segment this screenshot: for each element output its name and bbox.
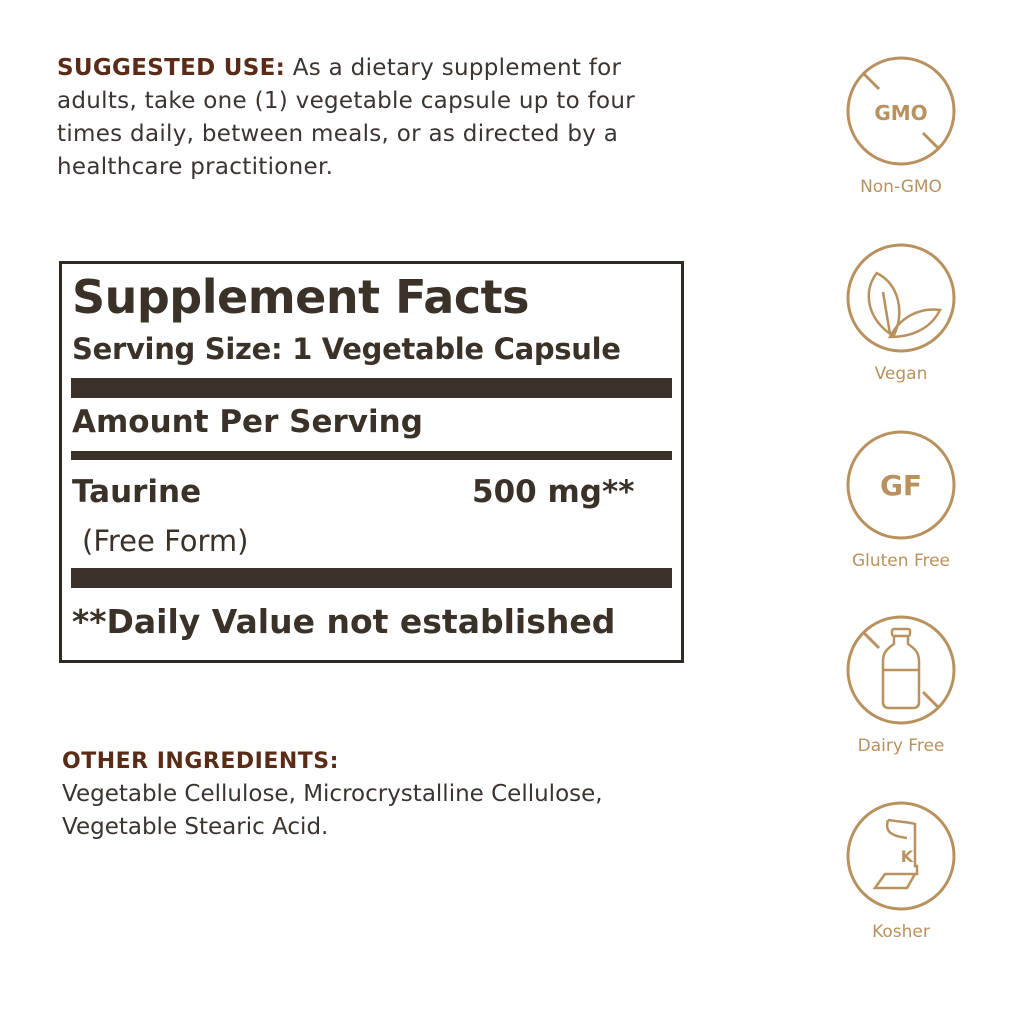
no-milk-bottle-icon: [846, 615, 956, 725]
no-gmo-icon: GMO: [846, 56, 956, 166]
other-ingredients-line: Vegetable Cellulose, Microcrystalline Ce…: [62, 781, 603, 807]
badge-kosher: K Kosher: [845, 800, 957, 942]
suggested-use-text: As a dietary supplement for adults, take…: [57, 55, 635, 180]
badge-gluten-free: GF Gluten Free: [845, 429, 957, 571]
badge-non-gmo: GMO Non-GMO: [845, 55, 957, 197]
badge-label: Vegan: [874, 364, 928, 384]
other-ingredients: OTHER INGREDIENTS: Vegetable Cellulose, …: [62, 745, 603, 844]
facts-title: Supplement Facts: [72, 270, 530, 324]
divider-thick: [71, 568, 672, 588]
svg-text:GF: GF: [880, 469, 922, 502]
serving-size: Serving Size: 1 Vegetable Capsule: [72, 332, 621, 366]
other-ingredients-line: Vegetable Stearic Acid.: [62, 814, 329, 840]
svg-text:GMO: GMO: [874, 101, 927, 125]
badge-label: Kosher: [872, 922, 930, 942]
badge-label: Non-GMO: [860, 177, 942, 197]
gf-icon: GF: [846, 430, 956, 540]
ingredient-amount: 500 mg**: [472, 474, 635, 510]
ingredient-name: Taurine: [72, 474, 202, 510]
leaves-icon: [846, 243, 956, 353]
divider-thick: [71, 378, 672, 398]
divider: [71, 451, 672, 460]
kosher-icon: K: [846, 801, 956, 911]
badge-label: Gluten Free: [851, 551, 951, 571]
footnote: **Daily Value not established: [72, 602, 616, 641]
suggested-use: SUGGESTED USE: As a dietary supplement f…: [57, 52, 697, 184]
ingredient-form: (Free Form): [82, 524, 249, 558]
other-ingredients-heading: OTHER INGREDIENTS:: [62, 749, 339, 774]
suggested-use-heading: SUGGESTED USE:: [57, 55, 286, 81]
badge-vegan: Vegan: [845, 242, 957, 384]
amount-per-serving: Amount Per Serving: [72, 404, 423, 440]
badge-dairy-free: Dairy Free: [845, 614, 957, 756]
svg-text:K: K: [901, 847, 914, 866]
badge-label: Dairy Free: [857, 736, 945, 756]
supplement-facts-panel: Supplement Facts Serving Size: 1 Vegetab…: [59, 261, 684, 663]
